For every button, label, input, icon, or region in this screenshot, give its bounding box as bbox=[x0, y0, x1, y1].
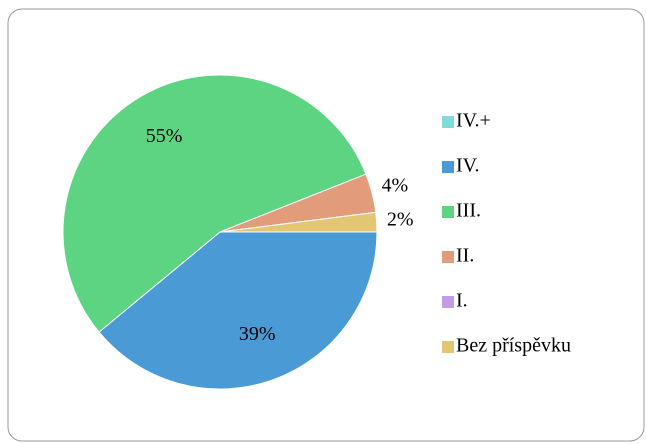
legend-swatch bbox=[442, 341, 454, 353]
data-label: 4% bbox=[382, 175, 409, 197]
pie-slice bbox=[219, 211, 378, 233]
legend-label: II. bbox=[456, 245, 474, 267]
data-label: 39% bbox=[239, 323, 276, 345]
legend-swatch bbox=[442, 206, 454, 218]
legend-label: IV. bbox=[456, 155, 480, 177]
legend-label: III. bbox=[456, 200, 481, 222]
pie-slice bbox=[98, 231, 378, 390]
pie-slice bbox=[62, 74, 367, 333]
legend-swatch bbox=[442, 251, 454, 263]
legend-swatch bbox=[442, 296, 454, 308]
legend-label: I. bbox=[456, 290, 468, 312]
data-label: 2% bbox=[387, 208, 414, 230]
legend-label: IV.+ bbox=[456, 110, 491, 132]
legend-swatch bbox=[442, 116, 454, 128]
legend-label: Bez příspěvku bbox=[456, 335, 571, 357]
legend-swatch bbox=[442, 161, 454, 173]
data-label: 55% bbox=[146, 125, 183, 147]
